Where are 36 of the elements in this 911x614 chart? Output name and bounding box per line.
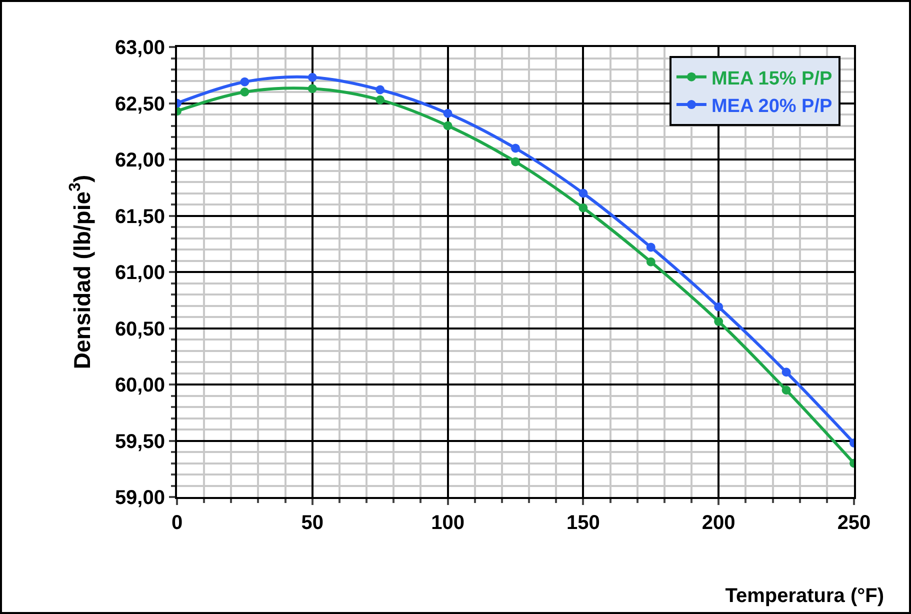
x-tick-label: 250 <box>837 512 871 534</box>
point <box>376 95 385 104</box>
y-tick-label: 59,00 <box>114 487 165 509</box>
x-axis-title: Temperatura (°F) <box>725 585 884 607</box>
y-tick-label: 59,50 <box>114 430 165 453</box>
legend-label: MEA 15% P/P <box>711 68 833 90</box>
point <box>308 84 317 94</box>
y-tick-label: 61,50 <box>114 206 165 228</box>
point <box>443 121 452 130</box>
x-tick-label: 200 <box>702 512 736 534</box>
point <box>782 386 791 395</box>
point <box>511 157 520 166</box>
legend-label: MEA 20% P/P <box>711 96 833 117</box>
point <box>240 77 250 86</box>
point <box>308 72 317 82</box>
point <box>511 144 520 153</box>
x-tick-label: 100 <box>431 512 464 534</box>
point <box>646 242 656 252</box>
y-tick-label: 60,00 <box>114 374 165 396</box>
x-tick-label: 50 <box>301 512 324 534</box>
point <box>714 317 724 326</box>
x-tick-label: 150 <box>566 512 600 534</box>
point <box>240 88 250 96</box>
point <box>714 302 724 312</box>
point <box>376 85 385 94</box>
y-tick-label: 61,00 <box>114 262 165 284</box>
point <box>443 108 452 118</box>
y-tick-label: 63,00 <box>114 37 165 59</box>
y-tick-label: 62,00 <box>114 150 165 172</box>
point <box>782 368 791 377</box>
point <box>646 257 656 266</box>
y-tick-label: 60,50 <box>114 318 165 340</box>
y-tick-label: 62,50 <box>114 93 165 116</box>
point <box>578 203 588 212</box>
x-tick-label: 0 <box>171 512 183 534</box>
point <box>578 188 588 198</box>
